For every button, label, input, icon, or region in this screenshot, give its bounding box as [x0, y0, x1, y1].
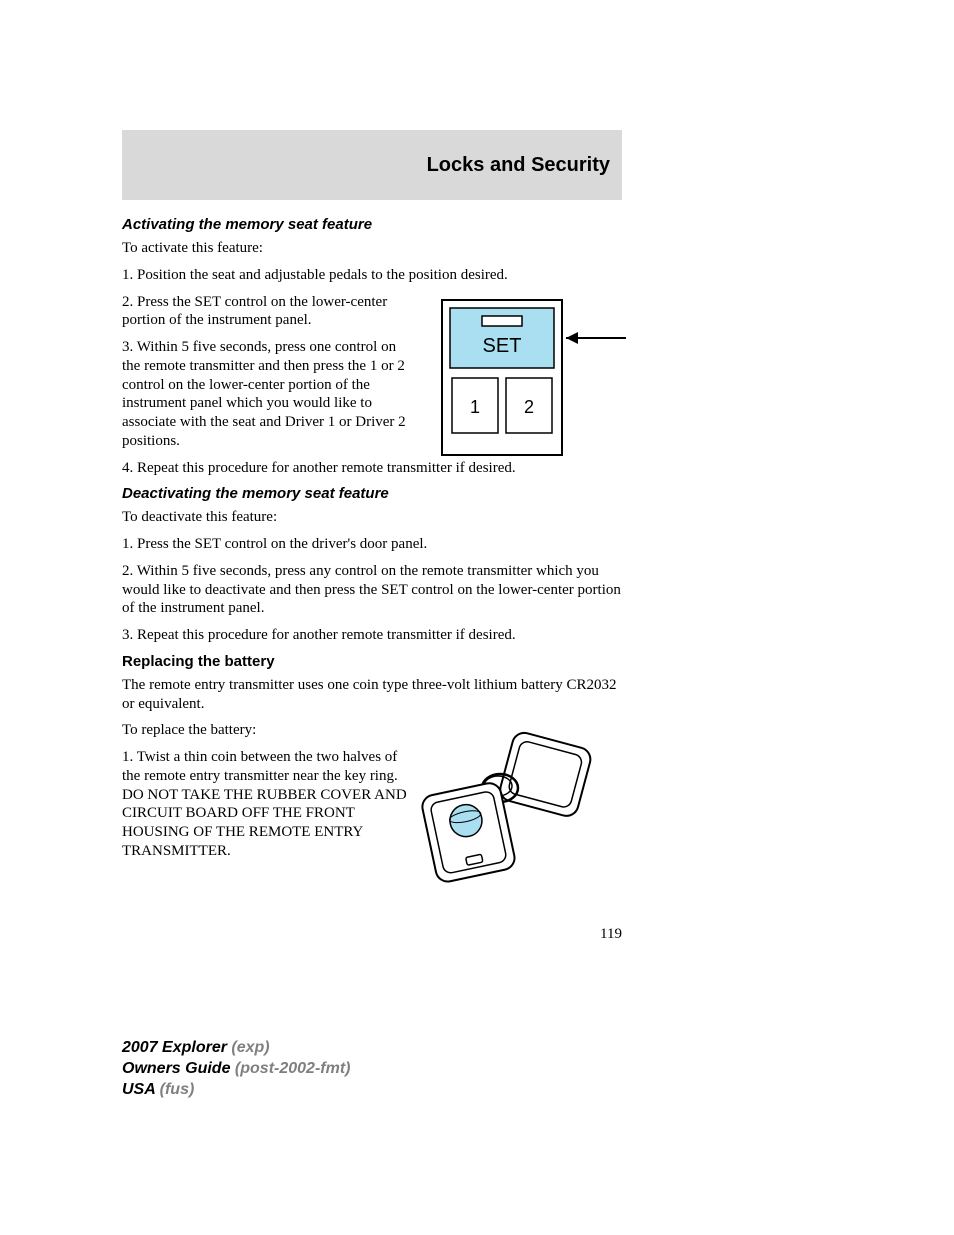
figure-remote-transmitter	[410, 720, 620, 895]
page-number: 119	[122, 926, 622, 943]
set-label: SET	[483, 335, 522, 357]
footer-code2: (post-2002-fmt)	[235, 1060, 351, 1077]
para-battery1: The remote entry transmitter uses one co…	[122, 676, 622, 714]
para-d-step2: 2. Within 5 five seconds, press any cont…	[122, 562, 622, 618]
footer-code3: (fus)	[160, 1081, 195, 1098]
para-step3: 3. Within 5 five seconds, press one cont…	[122, 338, 412, 451]
heading-battery: Replacing the battery	[122, 653, 622, 670]
para-step2: 2. Press the SET control on the lower-ce…	[122, 293, 412, 331]
para-d-step3: 3. Repeat this procedure for another rem…	[122, 626, 622, 645]
para-activate-intro: To activate this feature:	[122, 239, 622, 258]
footer-line1: 2007 Explorer (exp)	[122, 1038, 350, 1059]
footer-block: 2007 Explorer (exp) Owners Guide (post-2…	[122, 1038, 350, 1100]
para-battery-step1: 1. Twist a thin coin between the two hal…	[122, 748, 412, 861]
heading-deactivating: Deactivating the memory seat feature	[122, 485, 622, 502]
para-d-step1: 1. Press the SET control on the driver's…	[122, 535, 622, 554]
btn-2-label: 2	[524, 397, 534, 417]
para-deactivate-intro: To deactivate this feature:	[122, 508, 622, 527]
figure-set-control: SET 1 2	[440, 298, 630, 463]
para-step1: 1. Position the seat and adjustable peda…	[122, 266, 622, 285]
heading-activating: Activating the memory seat feature	[122, 216, 622, 233]
section-title: Locks and Security	[427, 154, 610, 177]
footer-line2: Owners Guide (post-2002-fmt)	[122, 1059, 350, 1080]
btn-1-label: 1	[470, 397, 480, 417]
footer-region: USA	[122, 1081, 160, 1098]
footer-guide: Owners Guide	[122, 1060, 235, 1077]
footer-model: 2007 Explorer	[122, 1039, 231, 1056]
footer-line3: USA (fus)	[122, 1080, 350, 1101]
footer-code1: (exp)	[231, 1039, 269, 1056]
section-header-bar: Locks and Security	[122, 130, 622, 200]
